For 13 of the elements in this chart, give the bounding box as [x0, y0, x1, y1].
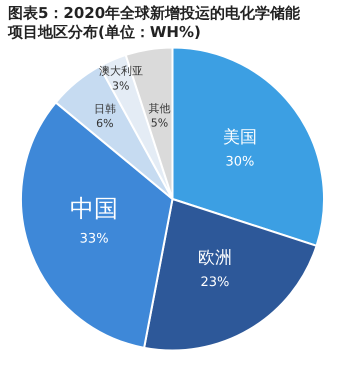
slice-label: 其他: [148, 102, 170, 115]
slice-label: 澳大利亚: [98, 64, 143, 78]
data-label: 33%: [80, 232, 109, 247]
slice-label: 美国: [222, 128, 257, 148]
data-label: 23%: [200, 275, 230, 290]
data-label: 5%: [150, 116, 168, 130]
slice-label: 中国: [70, 194, 118, 223]
data-label: 30%: [225, 154, 254, 170]
slice-label: 欧洲: [198, 248, 232, 268]
chart-title: 图表5：2020年全球新增投运的电化学储能项目地区分布(单位：WH%): [8, 4, 302, 42]
data-label: 3%: [112, 79, 130, 92]
data-label: 6%: [96, 117, 114, 130]
slice-label: 日韩: [94, 102, 116, 116]
